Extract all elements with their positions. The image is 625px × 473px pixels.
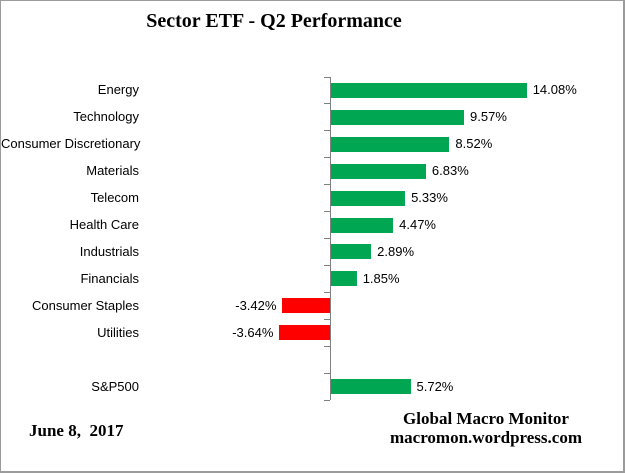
axis-tick	[324, 184, 330, 186]
axis-tick	[324, 399, 330, 401]
category-label-consumer-staples: Consumer Staples	[32, 297, 139, 313]
axis-tick	[324, 345, 330, 347]
credit-source-url: macromon.wordpress.com	[389, 428, 582, 447]
value-label-materials: 6.83%	[431, 163, 469, 179]
category-label-health-care: Health Care	[69, 217, 139, 233]
chart-title: Sector ETF - Q2 Performance	[146, 10, 402, 32]
axis-tick	[324, 372, 330, 374]
value-label-consumer-discretionary: 8.52%	[455, 136, 493, 152]
bar-health-care	[331, 217, 394, 233]
category-label-financials: Financials	[80, 270, 139, 286]
value-label-health-care: 4.47%	[399, 217, 436, 233]
bar-energy	[331, 82, 527, 98]
value-label-consumer-staples: -3.42%	[235, 297, 277, 313]
category-label-utilities: Utilities	[97, 324, 139, 340]
credit-block: Global Macro Monitor macromon.wordpress.…	[369, 409, 603, 447]
bar-materials	[331, 163, 426, 179]
axis-tick	[324, 291, 330, 293]
y-axis-line	[330, 77, 331, 400]
value-label-industrials: 2.89%	[377, 243, 415, 259]
bar-utilities	[279, 325, 330, 341]
category-label-s-p500: S&P500	[91, 378, 139, 394]
axis-tick	[324, 264, 330, 266]
axis-tick	[324, 318, 330, 320]
axis-tick	[324, 130, 330, 132]
axis-tick	[324, 211, 330, 213]
value-label-technology: 9.57%	[470, 109, 507, 125]
category-label-consumer-discretionary: Consumer Discretionary	[1, 136, 141, 152]
category-label-telecom: Telecom	[90, 190, 139, 206]
bar-technology	[331, 109, 465, 125]
credit-source-name: Global Macro Monitor	[403, 409, 569, 428]
value-label-energy: 14.08%	[532, 82, 577, 98]
value-label-s-p500: 5.72%	[416, 378, 454, 394]
category-label-energy: Energy	[97, 82, 139, 98]
axis-tick	[324, 103, 330, 105]
axis-tick	[324, 76, 330, 78]
category-label-materials: Materials	[86, 163, 139, 179]
value-label-telecom: 5.33%	[411, 190, 448, 206]
value-label-financials: 1.85%	[362, 270, 400, 286]
bar-consumer-staples	[282, 298, 330, 314]
bar-consumer-discretionary	[331, 136, 450, 152]
axis-tick	[324, 238, 330, 239]
date-label: June 8, 2017	[29, 421, 124, 440]
value-label-utilities: -3.64%	[232, 324, 274, 340]
bar-s-p500	[331, 379, 411, 395]
bar-industrials	[331, 244, 372, 260]
category-label-technology: Technology	[73, 109, 139, 125]
category-label-industrials: Industrials	[79, 243, 139, 259]
bar-telecom	[331, 190, 406, 206]
axis-tick	[324, 157, 330, 159]
bar-financials	[331, 271, 357, 287]
